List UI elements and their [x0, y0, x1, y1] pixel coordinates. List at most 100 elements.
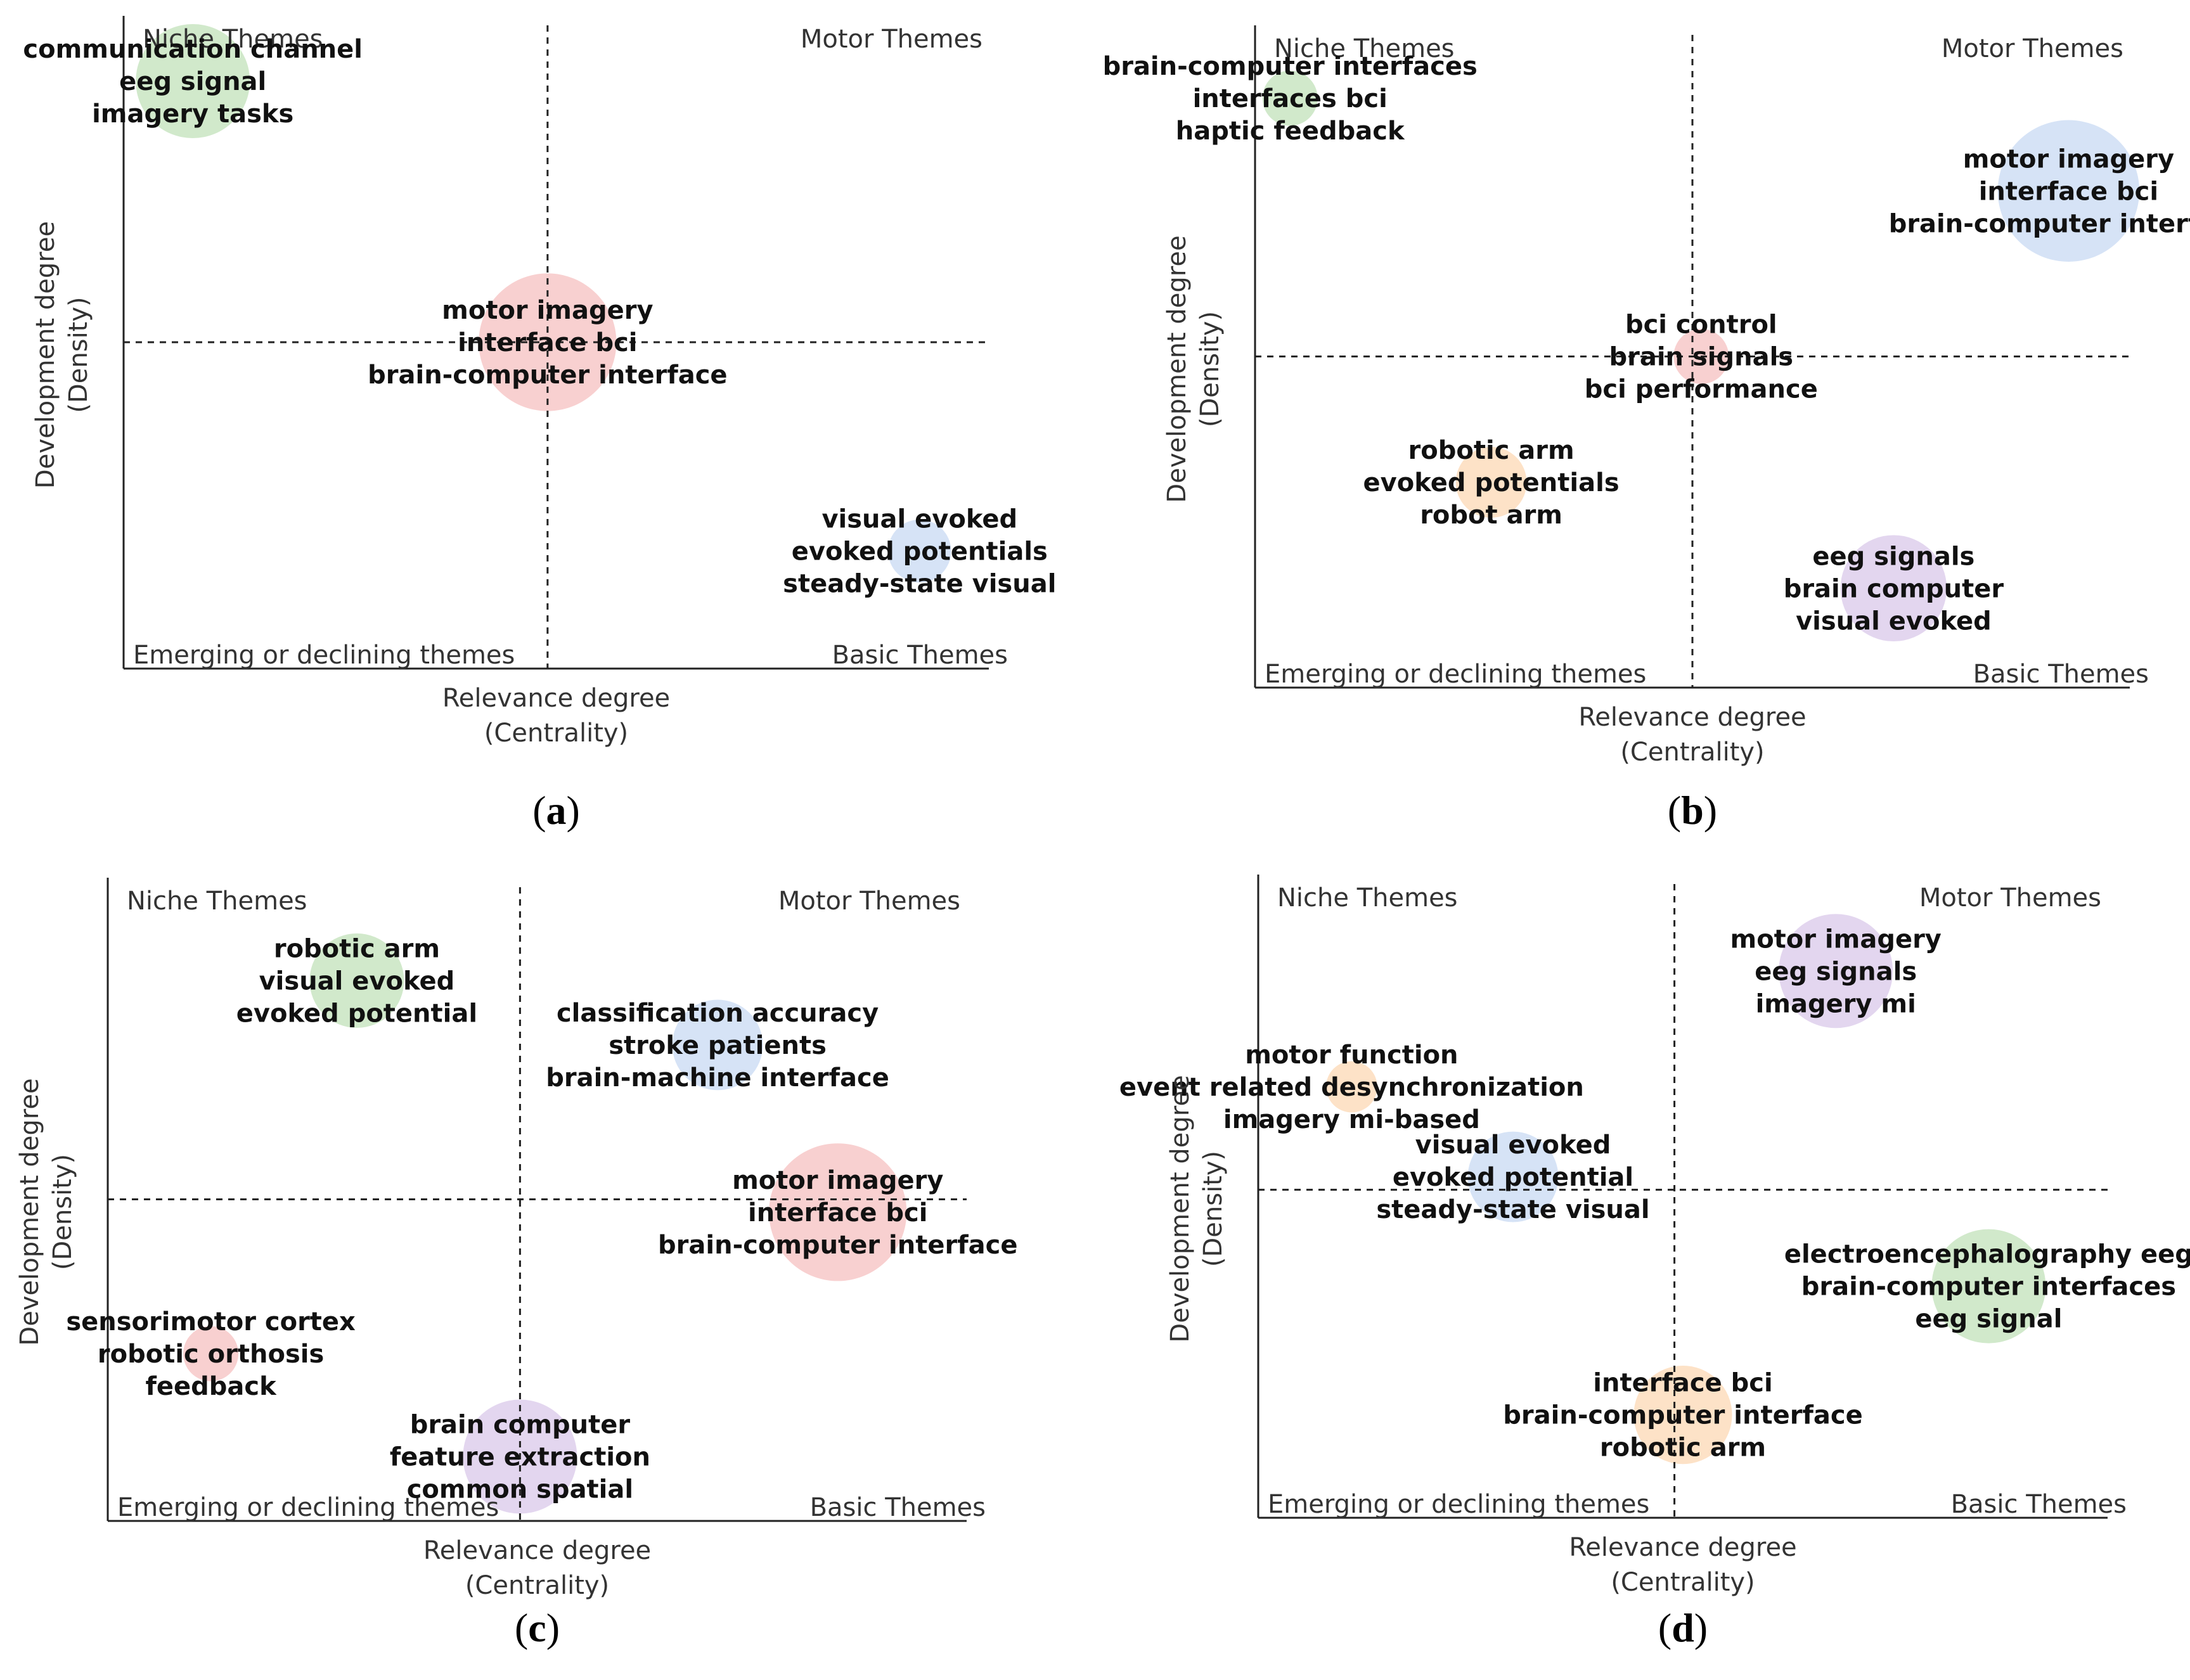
theme-label-2-line-1: motor imagery — [1963, 144, 2174, 174]
theme-label-1-line-3: haptic feedback — [1176, 117, 1405, 146]
y-axis-title: Development degree — [31, 221, 60, 489]
theme-label-3-line-1: motor imagery — [732, 1166, 943, 1195]
y-axis-title: Development degree — [15, 1078, 44, 1345]
y-axis-title: Development degree — [1163, 235, 1192, 503]
theme-label-5-line-2: feature extraction — [390, 1443, 650, 1472]
x-axis-subtitle: (Centrality) — [465, 1571, 609, 1600]
chart-panel-d: Niche Themes Motor Themes Emerging or decl… — [1119, 875, 2190, 1650]
quadrant-label-motor: Motor Themes — [801, 25, 982, 54]
chart-panel-a: Niche Themes Motor Themes Emerging or decl… — [23, 16, 1056, 833]
x-axis-subtitle: (Centrality) — [1620, 738, 1764, 767]
theme-label-4-line-1: sensorimotor cortex — [66, 1307, 356, 1337]
theme-label-4-line-3: feedback — [145, 1372, 277, 1401]
x-axis-title: Relevance degree — [1578, 703, 1806, 732]
theme-label-2-line-1: motor function — [1245, 1041, 1458, 1070]
theme-label-2-line-2: stroke patients — [609, 1031, 827, 1060]
theme-label-3-line-3: steady-state visual — [1376, 1195, 1649, 1224]
theme-label-5-line-1: brain computer — [410, 1411, 631, 1440]
theme-label-5-line-3: robotic arm — [1600, 1433, 1766, 1463]
theme-label-4-line-1: robotic arm — [1408, 436, 1575, 465]
x-axis-title: Relevance degree — [1569, 1533, 1796, 1562]
theme-bubble-5 — [1840, 535, 1947, 642]
x-axis-subtitle: (Centrality) — [484, 719, 628, 748]
quadrant-label-niche: Niche Themes — [127, 887, 307, 916]
quadrant-label-emerging: Emerging or declining themes — [1265, 660, 1646, 689]
theme-bubble-1 — [1262, 70, 1318, 126]
theme-label-1-line-3: imagery mi — [1756, 989, 1916, 1018]
theme-label-5-line-1: eeg signals — [1812, 542, 1974, 571]
theme-label-3-line-2: interface bci — [748, 1198, 927, 1228]
theme-bubble-2 — [1997, 120, 2140, 262]
quadrant-label-emerging: Emerging or declining themes — [133, 641, 515, 670]
x-axis-subtitle: (Centrality) — [1611, 1568, 1755, 1597]
theme-label-3-line-1: visual evoked — [821, 505, 1017, 534]
theme-bubble-1 — [309, 933, 404, 1028]
theme-label-1-line-1: brain-computer interfaces — [1103, 52, 1478, 81]
theme-label-1-line-1: robotic arm — [274, 934, 440, 963]
theme-bubble-1 — [1779, 914, 1893, 1029]
theme-bubble-2 — [672, 999, 763, 1091]
panel-caption: (b) — [1668, 788, 1717, 833]
theme-label-3-line-3: brain-computer interface — [658, 1231, 1017, 1260]
theme-label-2-line-3: imagery mi-based — [1223, 1105, 1480, 1134]
theme-bubble-2 — [1326, 1061, 1377, 1113]
theme-bubble-5 — [1633, 1366, 1732, 1465]
theme-label-2-line-3: brain-computer interface — [1889, 209, 2190, 238]
theme-label-1-line-2: visual evoked — [259, 966, 455, 996]
theme-bubble-3 — [769, 1143, 907, 1281]
theme-label-1-line-1: motor imagery — [1730, 925, 1942, 954]
panel-caption: (d) — [1658, 1605, 1708, 1650]
theme-label-4-line-1: electroencephalography eeg — [1784, 1240, 2190, 1269]
quadrant-label-basic: Basic Themes — [1951, 1490, 2127, 1519]
theme-label-4-line-2: evoked potentials — [1363, 468, 1620, 497]
chart-panel-c: Niche Themes Motor Themes Emerging or decl… — [15, 878, 1017, 1650]
theme-label-3-line-3: bci performance — [1585, 375, 1818, 404]
quadrant-label-basic: Basic Themes — [832, 641, 1008, 670]
y-axis-subtitle: (Density) — [48, 1154, 77, 1270]
theme-bubble-4 — [183, 1326, 239, 1382]
theme-label-2-line-2: interface bci — [1979, 177, 2158, 206]
theme-label-4-line-2: brain-computer interfaces — [1801, 1273, 2176, 1302]
theme-label-3-line-2: evoked potential — [1393, 1163, 1633, 1192]
theme-label-5-line-3: common spatial — [407, 1475, 633, 1504]
x-axis-title: Relevance degree — [423, 1536, 651, 1565]
quadrant-label-motor: Motor Themes — [778, 887, 960, 916]
theme-label-1-line-2: eeg signal — [119, 67, 266, 96]
theme-label-1-line-3: imagery tasks — [92, 99, 293, 129]
theme-label-3-line-3: steady-state visual — [783, 570, 1056, 599]
quadrant-label-basic: Basic Themes — [810, 1493, 986, 1522]
theme-label-1-line-3: evoked potential — [236, 999, 477, 1028]
theme-label-3-line-2: brain signals — [1609, 343, 1793, 372]
theme-bubble-4 — [1931, 1229, 2046, 1343]
quadrant-label-niche: Niche Themes — [143, 25, 323, 54]
theme-label-1-line-2: interfaces bci — [1193, 84, 1388, 113]
theme-label-1-line-1: communication channel — [23, 35, 363, 64]
theme-label-3-line-1: bci control — [1625, 311, 1777, 340]
y-axis-subtitle: (Density) — [64, 297, 93, 413]
panel-caption: (c) — [515, 1605, 560, 1650]
x-axis-title: Relevance degree — [442, 684, 670, 713]
theme-label-2-line-2: interface bci — [458, 328, 637, 357]
chart-panel-b: Niche Themes Motor Themes Emerging or decl… — [1103, 25, 2190, 833]
theme-bubble-4 — [1455, 447, 1527, 518]
theme-label-4-line-2: robotic orthosis — [98, 1340, 324, 1369]
theme-label-5-line-3: visual evoked — [1796, 606, 1992, 636]
quadrant-label-niche: Niche Themes — [1277, 883, 1458, 913]
theme-label-2-line-1: motor imagery — [442, 296, 653, 325]
y-axis-subtitle: (Density) — [1199, 1151, 1228, 1267]
theme-label-2-line-3: brain-computer interface — [368, 361, 727, 390]
theme-bubble-3 — [888, 519, 951, 583]
theme-label-2-line-3: brain-machine interface — [546, 1063, 889, 1093]
quadrant-label-basic: Basic Themes — [1973, 660, 2149, 689]
quadrant-label-emerging: Emerging or declining themes — [117, 1493, 499, 1522]
quadrant-label-motor: Motor Themes — [1942, 34, 2123, 63]
theme-label-2-line-1: classification accuracy — [557, 999, 879, 1028]
quadrant-label-motor: Motor Themes — [1919, 883, 2101, 913]
quadrant-label-emerging: Emerging or declining themes — [1268, 1490, 1649, 1519]
y-axis-title: Development degree — [1166, 1075, 1195, 1342]
theme-bubble-1 — [136, 24, 250, 138]
theme-bubble-3 — [1467, 1131, 1559, 1222]
theme-label-4-line-3: robot arm — [1420, 501, 1562, 530]
theme-label-5-line-1: interface bci — [1593, 1369, 1772, 1398]
